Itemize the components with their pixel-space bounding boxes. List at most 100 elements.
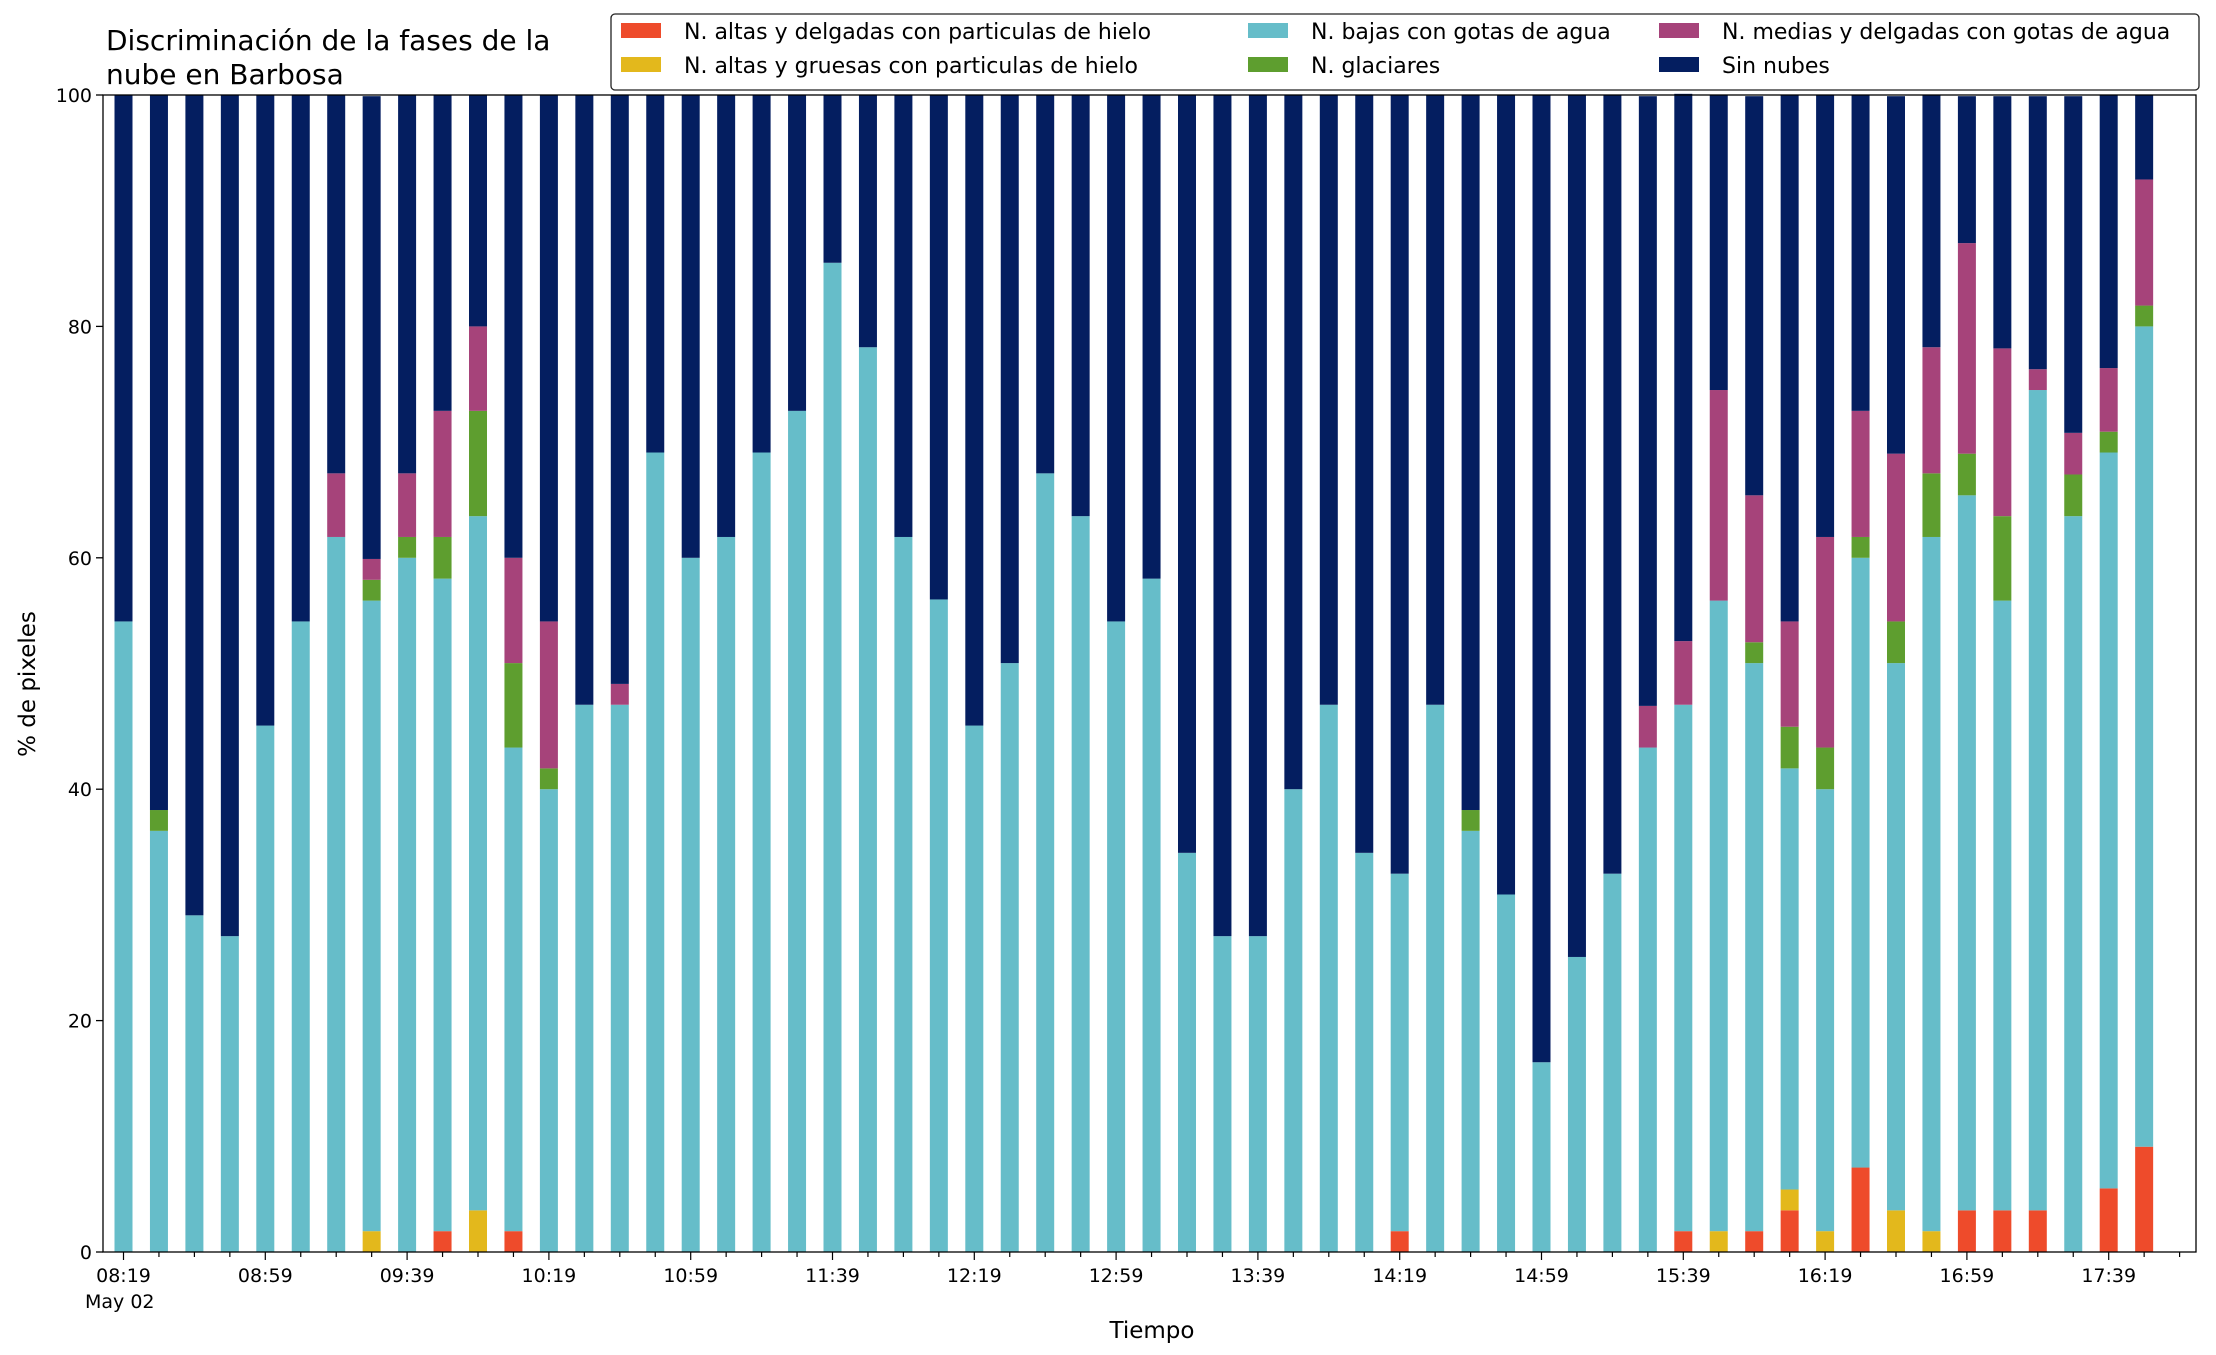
bar-segment-s4-15:49 [1709,390,1728,601]
bar-segment-s5-10:59 [681,95,700,558]
bar-segment-s2-10:49 [646,452,665,1252]
bar-segment-s2-17:19 [2028,390,2047,1211]
bar-segment-s0-14:19 [1390,1231,1409,1252]
bar-segment-s5-14:19 [1390,95,1409,874]
bar-segment-s5-12:19 [965,95,984,726]
y-tick-label-80: 80 [68,316,92,338]
bar-segment-s5-11:59 [894,95,913,537]
bar-segment-s4-09:49 [433,410,452,537]
x-tick-label-11:39: 11:39 [805,1265,860,1287]
bar-segment-s5-11:19 [752,95,771,453]
bar-segment-s3-09:59 [469,410,487,517]
bar-segment-s2-11:19 [752,452,771,1252]
bar-segment-s5-09:59 [469,95,487,327]
bar-segment-s2-12:09 [929,599,948,1252]
legend-label-3: N. glaciares [1311,54,1440,79]
bar-segment-s4-09:59 [469,326,487,411]
x-tick-label-14:59: 14:59 [1514,1265,1569,1287]
bar-segment-s5-13:09 [1142,95,1161,579]
bar-segment-s4-16:29 [1851,410,1870,537]
y-tick-label-20: 20 [68,1011,92,1033]
bar-segment-s5-16:59 [1957,96,1976,244]
bar-segment-s5-08:49 [220,95,239,937]
bar-segment-s5-15:49 [1709,95,1728,391]
bar-segment-s2-15:09 [1567,956,1586,1252]
bar-segment-s2-13:49 [1284,789,1303,1252]
bar-segment-s5-08:59 [256,95,275,726]
legend-swatch-0 [621,23,661,38]
bar-segment-s3-17:29 [2064,474,2083,517]
bar-segment-s5-13:49 [1284,95,1303,790]
bar-segment-s3-15:59 [1745,642,1764,664]
bar-segment-s2-12:29 [1000,663,1019,1252]
bar-segment-s2-09:09 [291,621,310,1252]
bar-segment-s5-10:49 [646,95,665,453]
bar-segment-s0-17:19 [2028,1210,2047,1252]
bar-segment-s5-16:19 [1816,95,1835,537]
bar-segment-s5-09:09 [291,95,310,622]
bar-segment-s5-16:29 [1851,95,1870,411]
bar-segment-s5-17:19 [2028,96,2047,370]
bar-segment-s1-09:29 [362,1231,381,1252]
bar-segment-s5-10:19 [539,95,558,622]
bar-segment-s0-17:49 [2135,1146,2154,1252]
y-tick-label-60: 60 [68,548,92,570]
bar-segment-s5-12:39 [1036,95,1055,474]
bar-segment-s4-17:39 [2099,368,2118,432]
bar-segment-s5-16:09 [1780,95,1799,622]
bar-segment-s2-15:39 [1674,704,1693,1232]
legend-swatch-2 [1248,23,1288,38]
x-tick-label-12:19: 12:19 [947,1265,1002,1287]
x-tick-label-13:39: 13:39 [1231,1265,1286,1287]
bar-segment-s2-16:19 [1816,789,1835,1232]
bar-segment-s2-14:09 [1355,852,1374,1252]
bar-segment-s2-12:49 [1071,516,1090,1252]
bar-segment-s5-12:09 [929,95,948,600]
bar-segment-s2-14:59 [1532,1062,1551,1252]
bar-segment-s5-17:39 [2099,95,2118,369]
bar-segment-s5-16:39 [1887,96,1905,454]
bar-segment-s2-14:49 [1497,894,1516,1252]
bar-segment-s2-10:39 [610,704,629,1252]
bar-segment-s2-10:19 [539,789,558,1252]
bar-segment-s4-17:29 [2064,432,2083,475]
bar-segment-s3-16:19 [1816,747,1835,790]
x-tick-date-sublabel: May 02 [85,1291,155,1313]
bar-segment-s3-16:49 [1922,473,1941,537]
bar-segment-s2-17:49 [2135,326,2154,1147]
bar-segment-s5-17:29 [2064,96,2083,433]
bar-segment-s2-15:49 [1709,600,1728,1232]
bar-segment-s5-14:39 [1461,95,1480,811]
bar-segment-s2-08:39 [185,915,204,1252]
bar-segment-s2-11:29 [788,410,807,1252]
bar-segment-s2-16:39 [1887,663,1905,1211]
bar-segment-s0-16:29 [1851,1167,1870,1252]
bar-segment-s4-15:59 [1745,495,1764,643]
bar-segment-s5-09:39 [398,95,417,474]
bar-segment-s5-11:29 [788,95,807,411]
bar-segment-s3-16:09 [1780,726,1799,769]
chart-title-line-2: nube en Barbosa [106,58,344,91]
bar-segment-s3-10:19 [539,768,558,790]
bar-segment-s2-12:39 [1036,473,1055,1253]
bar-segment-s5-12:49 [1071,95,1090,517]
bar-segment-s2-16:49 [1922,536,1941,1232]
legend-box [610,13,2200,91]
legend-label-0: N. altas y delgadas con particulas de hi… [684,20,1151,45]
bar-segment-s2-17:39 [2099,452,2118,1189]
bar-segment-s2-13:59 [1319,704,1338,1252]
x-tick-label-10:59: 10:59 [663,1265,718,1287]
bar-segment-s4-10:39 [610,683,629,705]
bar-segment-s5-09:19 [327,95,346,474]
x-tick-label-14:19: 14:19 [1372,1265,1427,1287]
bar-segment-s2-16:09 [1780,768,1799,1190]
bar-segment-s5-10:29 [575,95,594,705]
bar-segment-s0-09:49 [433,1231,452,1252]
bar-segment-s0-16:09 [1780,1210,1799,1252]
bar-segment-s3-08:29 [149,810,168,831]
bar-segment-s2-08:29 [149,830,168,1252]
x-tick-label-16:19: 16:19 [1798,1265,1853,1287]
bar-segment-s2-08:19 [114,621,133,1252]
bar-segment-s5-17:49 [2135,95,2154,180]
bar-segment-s2-13:39 [1248,936,1267,1252]
